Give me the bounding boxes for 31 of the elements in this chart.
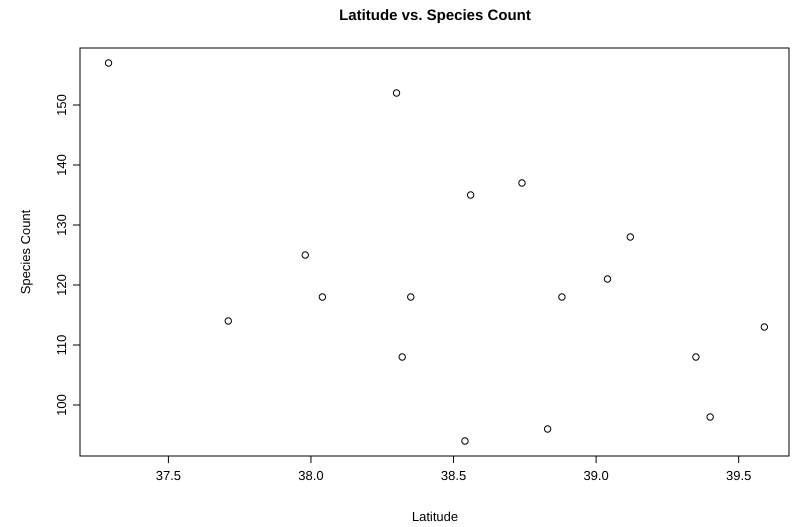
x-tick-label: 37.5 (156, 468, 182, 483)
chart-title: Latitude vs. Species Count (339, 7, 531, 24)
x-tick-label: 39.5 (726, 468, 752, 483)
point (318, 293, 326, 301)
y-tick-label: 110 (54, 334, 69, 356)
point (544, 425, 552, 433)
y-tick-label: 100 (54, 394, 69, 416)
point (461, 437, 469, 445)
point (302, 251, 309, 259)
point (558, 293, 566, 301)
point (604, 275, 612, 283)
x-axis-title: Latitude (412, 509, 458, 524)
point (706, 413, 714, 421)
x-tick-label: 38.5 (440, 468, 466, 483)
point (224, 317, 232, 325)
point (692, 353, 700, 361)
y-tick-label: 150 (54, 94, 69, 116)
y-tick-label: 140 (54, 154, 69, 176)
point (104, 59, 112, 67)
point (407, 293, 414, 301)
point (760, 323, 768, 331)
point (626, 233, 634, 241)
point (392, 89, 400, 97)
x-tick-label: 39.0 (583, 468, 609, 483)
y-axis-title: Species Count (18, 209, 33, 294)
point (518, 179, 526, 187)
y-tick-label: 120 (54, 274, 69, 296)
point (398, 353, 406, 361)
x-tick-label: 38.0 (298, 468, 324, 483)
point (466, 191, 474, 199)
y-tick-label: 130 (54, 214, 69, 236)
